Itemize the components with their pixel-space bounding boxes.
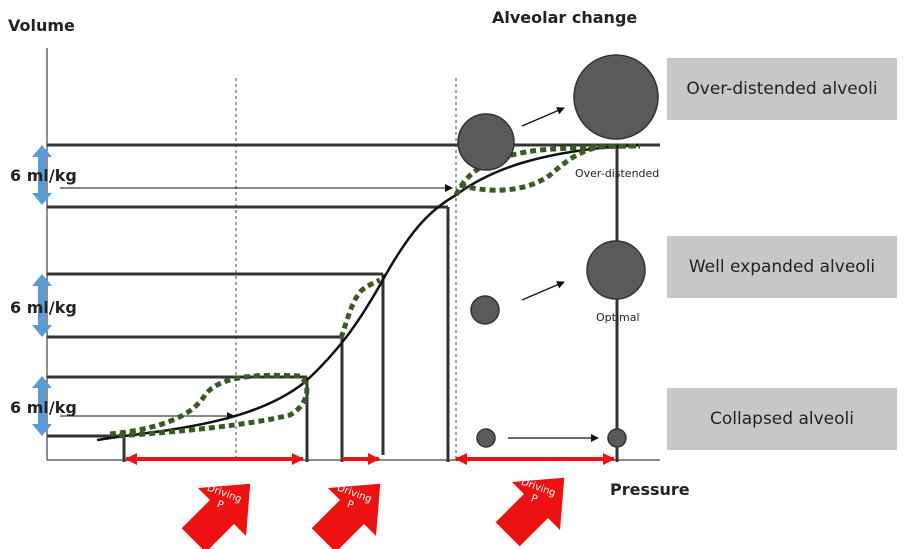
dashed-curve-lower (109, 372, 310, 439)
alveolus-collapsed-large (607, 428, 627, 448)
alveolar-change-title: Alveolar change (492, 8, 638, 27)
optimal-label: Optimal (596, 311, 640, 324)
arrow-well-expanded (521, 281, 565, 301)
alveolus-over-distended-small (457, 113, 515, 171)
double-vertical-arrow-icon (32, 145, 52, 436)
well-expanded-box: Well expanded alveoli (667, 236, 897, 298)
dashed-compliance-curves (109, 143, 641, 439)
over-distended-label: Over-distended (575, 167, 660, 180)
up-right-arrow-icon (181, 477, 565, 549)
dashed-curve-middle (338, 277, 382, 339)
alveolus-well-small (470, 295, 500, 325)
pressure-volume-curve (96, 143, 641, 442)
alveolus-well-large (586, 240, 646, 300)
collapsed-box: Collapsed alveoli (667, 388, 897, 450)
over-distended-box: Over-distended alveoli (667, 58, 897, 120)
x-axis-title: Pressure (610, 480, 690, 499)
y-axis-title: Volume (8, 16, 75, 35)
alveolus-collapsed-small (476, 428, 496, 448)
volume-label-upper: 6 ml/kg (10, 166, 77, 185)
volume-label-middle: 6 ml/kg (10, 298, 77, 317)
alveolus-over-distended-large (573, 54, 659, 140)
alveolar-change-arrows (508, 107, 599, 442)
arrow-over-distended (521, 107, 565, 127)
volume-level-lines (47, 143, 660, 438)
alveoli (457, 54, 659, 448)
dashed-curve-upper-2 (459, 143, 641, 193)
volume-label-lower: 6 ml/kg (10, 398, 77, 417)
